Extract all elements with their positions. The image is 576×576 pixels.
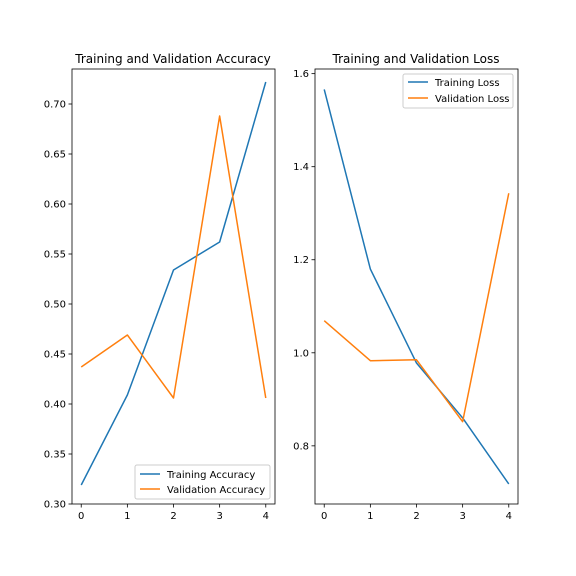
loss-validation-line [323, 193, 510, 423]
accuracy-ticks: 0.30 0.35 0.40 0.45 0.50 0.55 0.60 0.65 0.70 0 1 2 3… [44, 100, 269, 523]
loss-ytick-label: 1.2 [293, 255, 309, 266]
accuracy-ytick-label: 0.30 [44, 500, 66, 511]
accuracy-legend: Training Accuracy Validation Accuracy [134, 464, 271, 500]
loss-xtick-label: 1 [367, 511, 373, 522]
loss-xtick-label: 4 [506, 511, 512, 522]
loss-chart-title: Training and Validation Loss [332, 52, 500, 66]
accuracy-xtick-label: 3 [216, 511, 222, 522]
accuracy-xtick-label: 4 [263, 511, 269, 522]
accuracy-legend-label-training: Training Accuracy [166, 470, 255, 481]
loss-legend-label-training: Training Loss [434, 78, 500, 89]
accuracy-training-line [80, 81, 267, 486]
accuracy-chart-title: Training and Validation Accuracy [74, 52, 270, 66]
accuracy-ytick-label: 0.40 [44, 400, 66, 411]
loss-xtick-label: 3 [459, 511, 465, 522]
loss-legend-box [402, 73, 514, 109]
accuracy-chart: Training and Validation Accuracy 0.300.3… [44, 52, 276, 523]
accuracy-ytick-label: 0.65 [44, 150, 66, 161]
loss-legend: Training Loss Validation Loss [402, 73, 514, 109]
accuracy-validation-line [80, 115, 267, 399]
accuracy-xtick-label: 0 [78, 511, 84, 522]
loss-xtick-label: 0 [321, 511, 327, 522]
accuracy-legend-box [134, 464, 271, 500]
loss-series-lines [323, 89, 510, 485]
loss-ytick-label: 0.8 [293, 441, 309, 452]
loss-xtick-label: 2 [413, 511, 419, 522]
accuracy-ytick-label: 0.60 [44, 200, 66, 211]
accuracy-ytick-label: 0.45 [44, 350, 66, 361]
accuracy-xtick-label: 2 [170, 511, 176, 522]
loss-training-line [323, 89, 510, 485]
accuracy-xtick-label: 1 [124, 511, 130, 522]
accuracy-legend-label-validation: Validation Accuracy [167, 485, 265, 496]
accuracy-ytick-label: 0.50 [44, 300, 66, 311]
accuracy-plot-frame [71, 68, 276, 505]
loss-plot-frame [314, 68, 519, 505]
loss-ytick-label: 1.6 [293, 69, 309, 80]
accuracy-ytick-label: 0.55 [44, 250, 66, 261]
loss-ytick-label: 1.0 [293, 348, 309, 359]
loss-ytick-label: 1.4 [293, 162, 309, 173]
loss-legend-label-validation: Validation Loss [435, 94, 510, 105]
accuracy-ytick-label: 0.35 [44, 450, 66, 461]
loss-chart: Training and Validation Loss 0.8 1.0 1.2 1.… [293, 52, 519, 522]
accuracy-ytick-label: 0.70 [44, 100, 66, 111]
loss-ticks: 0.8 1.0 1.2 1.4 1.6 0 1 2 3 4 [293, 69, 512, 522]
accuracy-series-lines [80, 81, 267, 486]
